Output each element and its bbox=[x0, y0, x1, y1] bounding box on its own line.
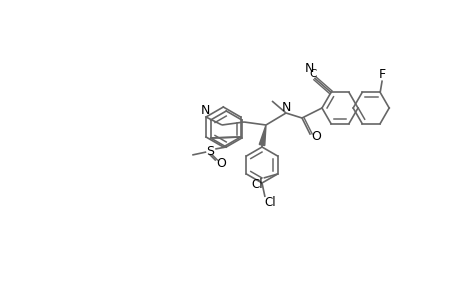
Text: C: C bbox=[308, 69, 316, 80]
Text: S: S bbox=[206, 145, 214, 158]
Text: F: F bbox=[378, 68, 385, 81]
Polygon shape bbox=[259, 125, 265, 146]
Text: O: O bbox=[216, 157, 226, 169]
Text: Cl: Cl bbox=[251, 178, 263, 190]
Text: Cl: Cl bbox=[263, 196, 275, 209]
Text: N: N bbox=[281, 100, 290, 113]
Text: N: N bbox=[304, 62, 313, 75]
Text: N: N bbox=[200, 103, 209, 116]
Text: O: O bbox=[310, 130, 320, 142]
